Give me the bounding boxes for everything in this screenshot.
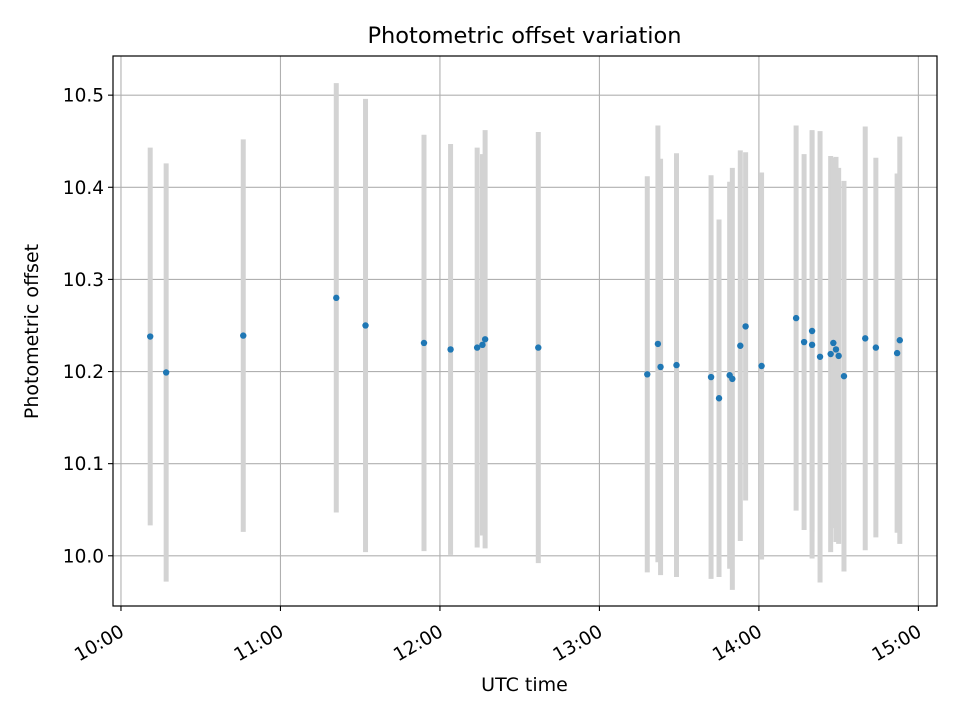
y-tick-label: 10.1	[63, 454, 104, 475]
data-point	[707, 373, 715, 381]
y-tick-label: 10.3	[63, 270, 104, 291]
y-tick-label: 10.5	[63, 86, 104, 107]
data-point	[481, 336, 489, 343]
data-point	[872, 344, 880, 351]
data-point	[654, 340, 662, 348]
data-point	[840, 372, 848, 380]
data-point	[830, 339, 837, 347]
data-point	[792, 314, 800, 322]
data-point	[808, 327, 816, 335]
data-point	[808, 341, 816, 349]
data-point	[862, 335, 869, 342]
data-point	[816, 353, 824, 360]
data-point	[644, 371, 651, 378]
data-points	[147, 294, 903, 402]
y-tick-label: 10.0	[63, 546, 104, 567]
chart-title: Photometric offset variation	[367, 23, 681, 49]
data-point	[535, 344, 542, 351]
data-point	[447, 346, 454, 353]
data-point	[657, 363, 664, 371]
data-point	[758, 362, 765, 370]
grid	[113, 56, 937, 606]
data-point	[362, 322, 369, 329]
data-point	[479, 341, 486, 349]
data-point	[835, 352, 842, 360]
data-point	[420, 339, 428, 347]
data-point	[240, 332, 247, 339]
data-point	[896, 337, 903, 344]
x-axis-label: UTC time	[481, 674, 568, 696]
data-point	[473, 344, 481, 351]
data-point	[715, 395, 723, 402]
data-point	[729, 375, 736, 383]
data-point	[827, 350, 834, 358]
plot-frame	[112, 55, 938, 607]
data-point	[832, 346, 840, 353]
data-point	[737, 342, 744, 349]
y-axis-ticks: 10.0 10.1 10.2 10.3 10.4 10.5	[63, 86, 113, 567]
data-point	[673, 361, 680, 369]
data-point	[893, 349, 901, 357]
data-point	[742, 323, 749, 330]
y-axis-label: Photometric offset	[21, 244, 43, 419]
data-point	[800, 338, 808, 346]
y-tick-label: 10.2	[63, 362, 104, 383]
y-tick-label: 10.4	[63, 178, 104, 199]
data-point	[333, 294, 340, 302]
data-point	[147, 333, 154, 340]
data-point	[162, 369, 170, 376]
